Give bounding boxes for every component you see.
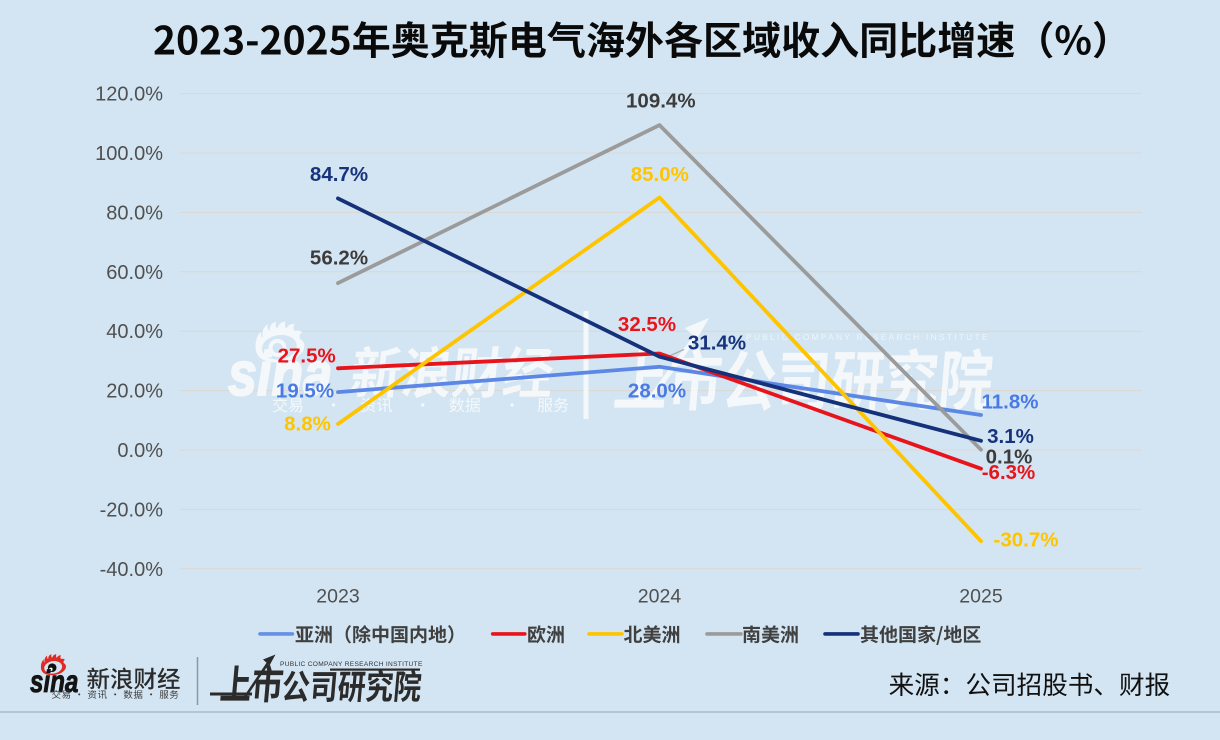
svg-text:120.0%: 120.0% — [95, 84, 163, 106]
svg-text:100.0%: 100.0% — [95, 143, 163, 165]
svg-text:8.8%: 8.8% — [284, 413, 331, 436]
svg-text:2024: 2024 — [638, 586, 682, 608]
svg-text:31.4%: 31.4% — [688, 332, 746, 355]
svg-text:109.4%: 109.4% — [626, 90, 696, 113]
svg-text:40.0%: 40.0% — [106, 321, 163, 343]
svg-text:84.7%: 84.7% — [310, 163, 368, 186]
svg-text:32.5%: 32.5% — [618, 313, 676, 336]
svg-text:11.8%: 11.8% — [982, 391, 1039, 414]
svg-text:2023: 2023 — [316, 586, 359, 608]
svg-text:80.0%: 80.0% — [106, 202, 163, 224]
svg-text:-40.0%: -40.0% — [100, 559, 164, 581]
svg-text:2025: 2025 — [959, 586, 1003, 608]
svg-text:PUBLIC COMPANY RESEARCH INSTIT: PUBLIC COMPANY RESEARCH INSTITUTE — [280, 661, 423, 668]
svg-text:-20.0%: -20.0% — [100, 499, 164, 521]
svg-text:19.5%: 19.5% — [276, 380, 334, 403]
svg-text:60.0%: 60.0% — [106, 262, 163, 284]
svg-text:0.1%: 0.1% — [986, 446, 1033, 469]
svg-text:0.0%: 0.0% — [117, 440, 163, 462]
svg-text:20.0%: 20.0% — [106, 381, 163, 403]
svg-text:3.1%: 3.1% — [987, 425, 1034, 448]
svg-text:56.2%: 56.2% — [310, 247, 368, 270]
svg-text:27.5%: 27.5% — [278, 345, 336, 368]
svg-text:-30.7%: -30.7% — [994, 529, 1059, 552]
svg-text:28.0%: 28.0% — [628, 379, 686, 402]
svg-text:-6.3%: -6.3% — [982, 461, 1036, 484]
svg-text:85.0%: 85.0% — [631, 163, 689, 186]
